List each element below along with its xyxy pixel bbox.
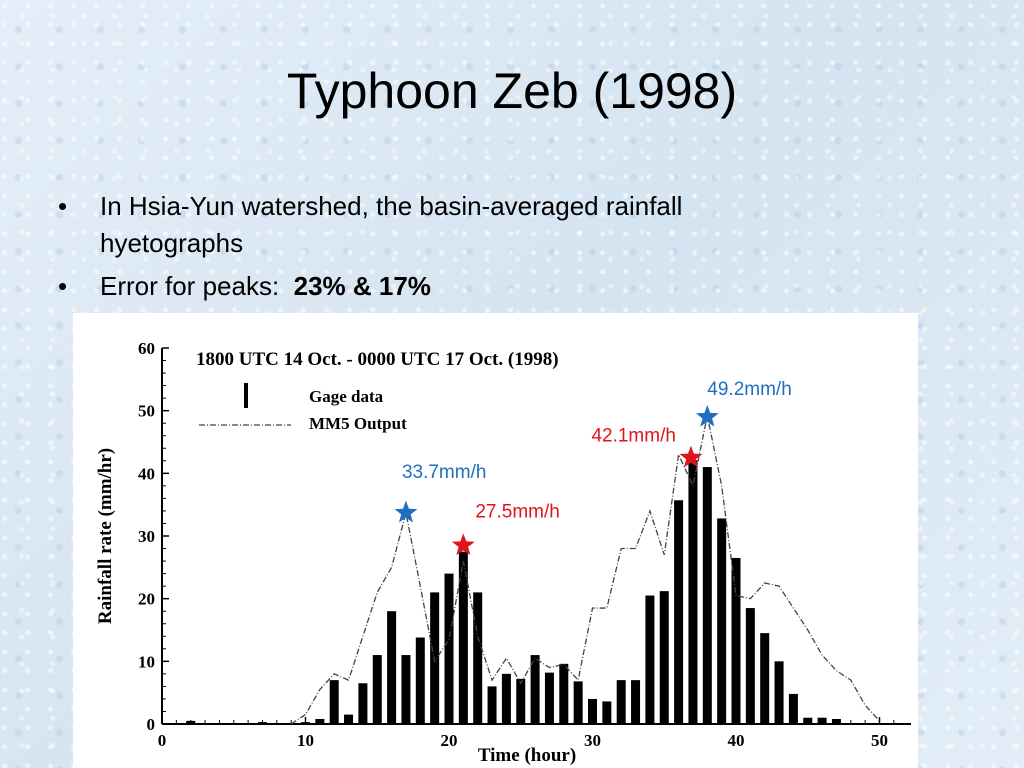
bar [674, 500, 684, 724]
bullet-text: In Hsia-Yun watershed, the basin-average… [100, 191, 683, 258]
bar [473, 592, 483, 724]
bar [401, 655, 411, 724]
peak-annotation-label: 49.2mm/h [707, 379, 791, 400]
bar [458, 551, 468, 724]
x-tick-label: 30 [584, 731, 601, 750]
x-axis-label: Time (hour) [478, 745, 576, 766]
bar [602, 701, 612, 724]
peak-star-icon [451, 533, 475, 556]
y-tick-label: 20 [138, 590, 155, 609]
bullet-item: • Error for peaks: 23% & 17% [58, 268, 818, 305]
peak-annotation-label: 42.1mm/h [591, 426, 675, 447]
x-tick-label: 50 [871, 731, 888, 750]
bar [415, 637, 425, 724]
bar [501, 673, 511, 724]
x-tick-label: 40 [728, 731, 745, 750]
peak-star-icon [679, 445, 703, 468]
bullet-text: Error for peaks: [100, 271, 280, 301]
bar [530, 655, 540, 724]
peak-annotation-label: 27.5mm/h [475, 501, 559, 522]
bar [631, 680, 641, 724]
mm5-output-line [290, 415, 880, 725]
bar [803, 717, 813, 724]
bar [760, 633, 770, 724]
bar [702, 467, 712, 724]
chart-panel: 0 10 20 30 40 50 60 0 10 20 30 40 50 Time (hour) Rainf… [73, 313, 918, 768]
bar [731, 557, 741, 724]
y-tick-label: 40 [138, 464, 155, 483]
bar [344, 714, 354, 724]
bar [645, 595, 655, 724]
bar [329, 680, 339, 724]
bar [444, 573, 454, 724]
legend-mm5-label: MM5 Output [309, 414, 407, 433]
peak-star-icon [695, 404, 719, 427]
chart-title: 1800 UTC 14 Oct. - 0000 UTC 17 Oct. (199… [196, 349, 559, 370]
rainfall-chart: 0 10 20 30 40 50 60 0 10 20 30 40 50 Time (hour) Rainf… [95, 339, 911, 766]
x-tick-label: 0 [158, 731, 167, 750]
bar [774, 661, 784, 724]
bar [559, 663, 569, 724]
bar [659, 591, 669, 724]
y-tick-label: 10 [138, 652, 155, 671]
bar [257, 722, 267, 724]
y-tick-label: 30 [138, 527, 155, 546]
y-axis-label: Rainfall rate (mm/hr) [95, 448, 116, 624]
bullet-item: • In Hsia-Yun watershed, the basin-avera… [58, 188, 818, 262]
bar [358, 683, 368, 724]
bar [717, 518, 727, 724]
x-tick-label: 10 [297, 731, 314, 750]
bar [745, 608, 755, 724]
slide-title: Typhoon Zeb (1998) [286, 63, 738, 119]
bar [573, 681, 583, 724]
bullet-list: • In Hsia-Yun watershed, the basin-avera… [58, 188, 818, 311]
bar [186, 720, 196, 724]
bar [372, 655, 382, 724]
bar [817, 717, 827, 724]
bar [616, 680, 626, 724]
bullet-dot: • [58, 271, 68, 301]
legend-gage-label: Gage data [309, 387, 384, 406]
bar [487, 686, 497, 724]
y-tick-label: 60 [138, 339, 155, 358]
bullet-dot: • [58, 191, 68, 221]
bar [301, 722, 310, 724]
bar [516, 678, 526, 724]
bar [387, 611, 397, 724]
bar [588, 698, 597, 724]
x-tick-label: 20 [441, 731, 458, 750]
y-tick-label: 50 [138, 402, 155, 421]
peak-error-values: 23% & 17% [293, 271, 431, 301]
bar [544, 672, 554, 724]
y-tick-label: 0 [147, 715, 156, 734]
peak-annotation-label: 33.7mm/h [402, 462, 486, 483]
bar [315, 718, 325, 724]
bar [788, 693, 798, 724]
peak-star-icon [394, 500, 418, 523]
bar [831, 718, 841, 724]
bar [688, 460, 698, 724]
